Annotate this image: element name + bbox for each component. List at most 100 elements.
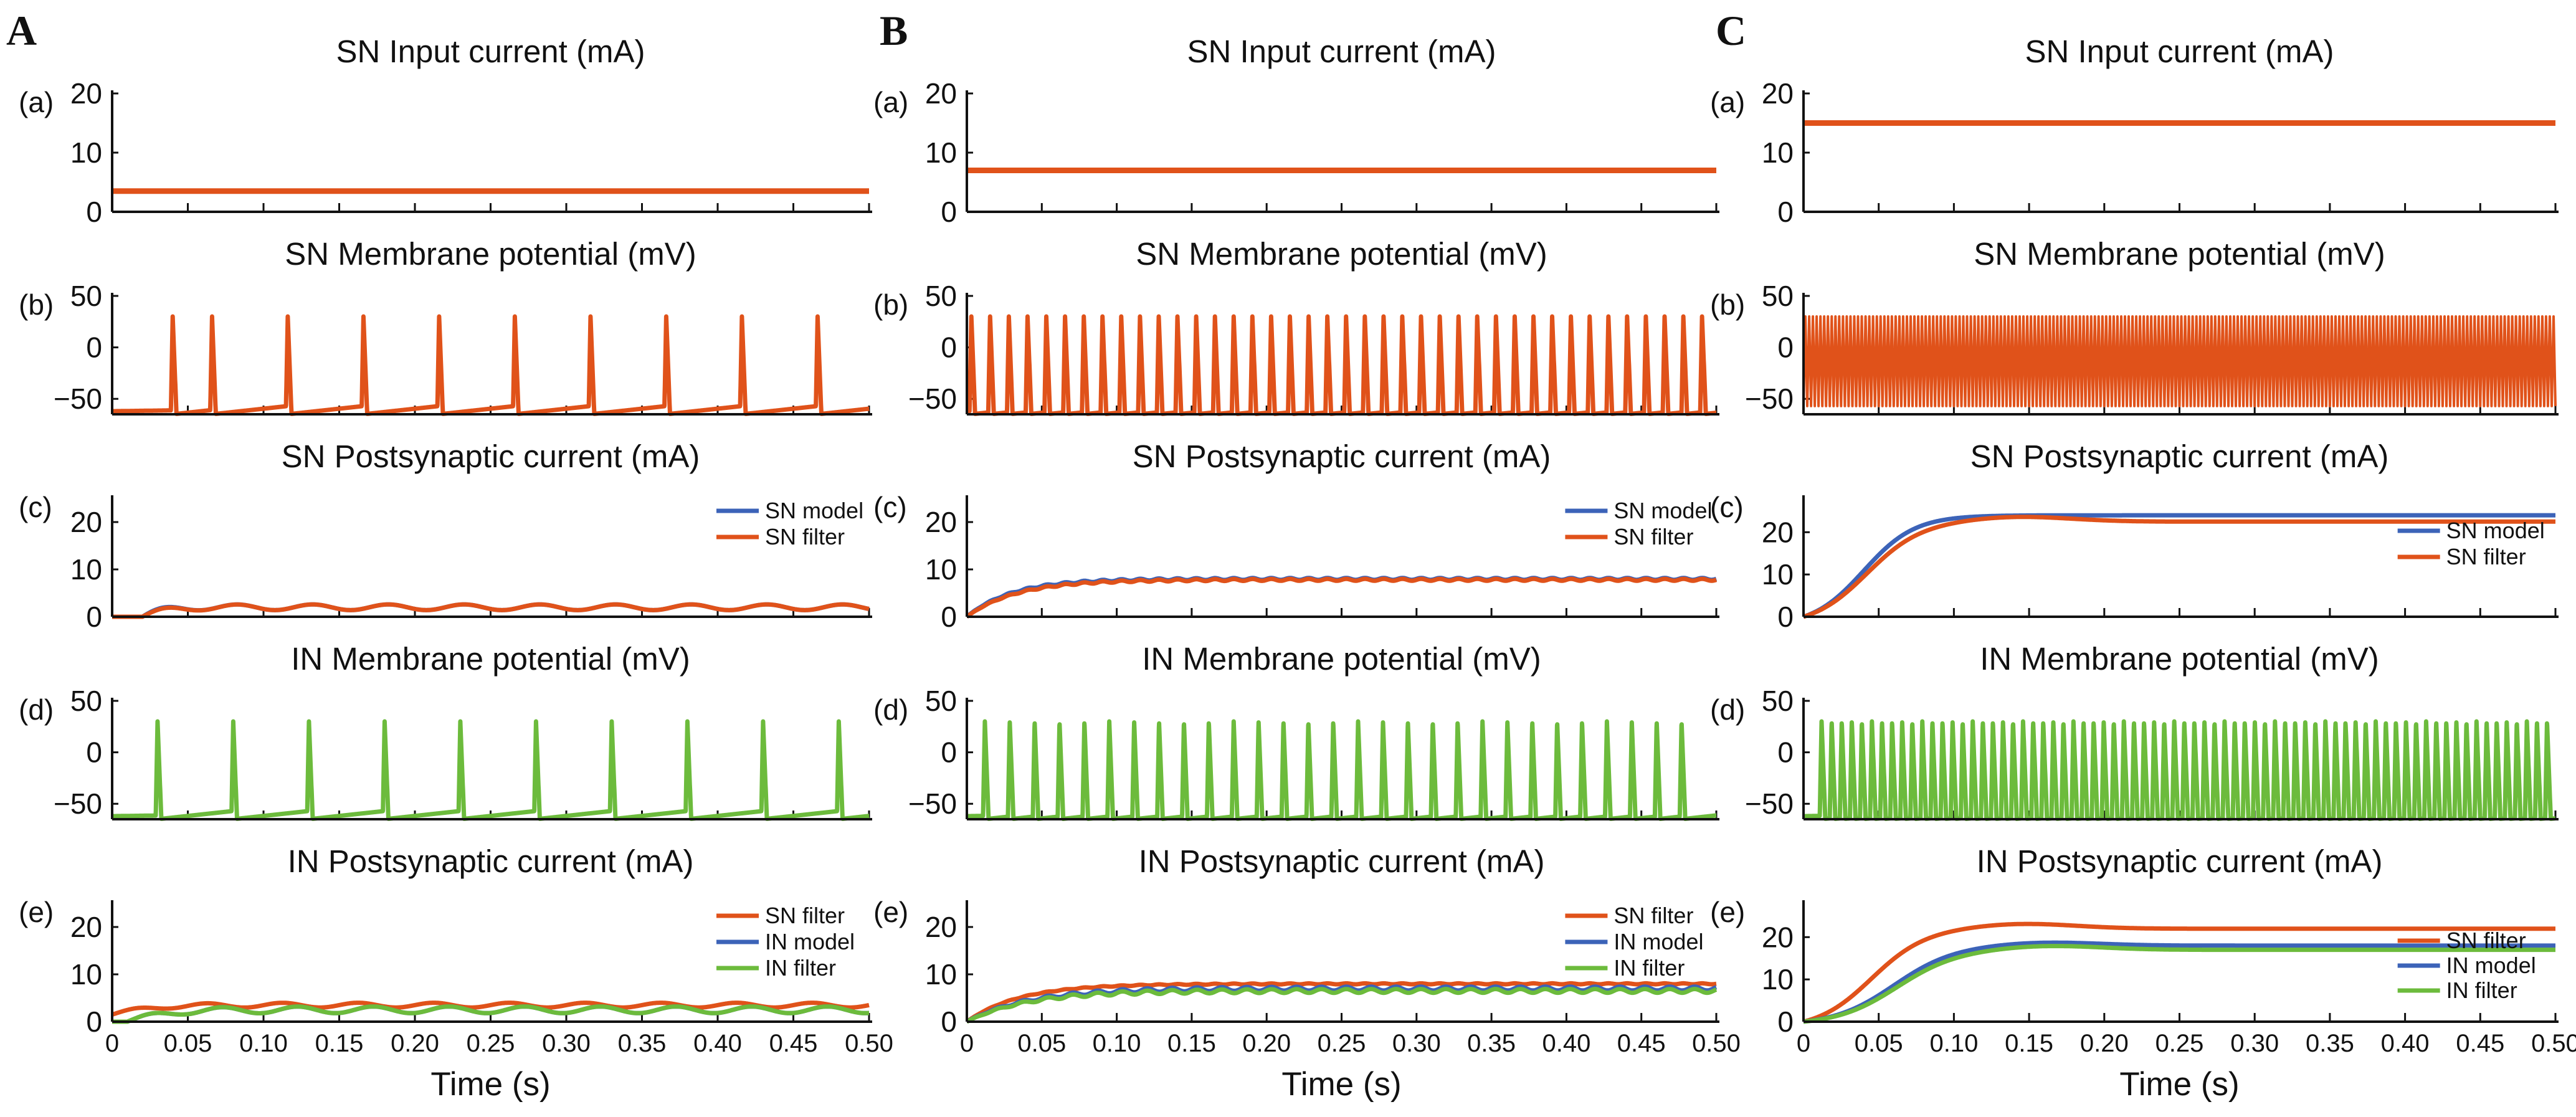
series-in-membrane bbox=[110, 719, 872, 821]
panel-label: (a) bbox=[873, 86, 908, 118]
series-in-filter bbox=[965, 987, 1718, 1024]
x-tick-label: 0.10 bbox=[239, 1030, 288, 1057]
legend-label: IN model bbox=[1614, 929, 1703, 954]
panel-label: (d) bbox=[1710, 693, 1745, 726]
y-tick-label: 0 bbox=[1777, 601, 1794, 633]
panel-B-d: IN Membrane potential (mV) (d) 50 0 −50 bbox=[873, 641, 1719, 821]
x-tick-label: 0.30 bbox=[542, 1030, 591, 1057]
x-tick-label: 0.10 bbox=[1929, 1030, 1978, 1057]
panel-A-d: IN Membrane potential (mV) (d) 50 0 −50 bbox=[19, 641, 872, 821]
x-tick-label: 0.30 bbox=[2230, 1030, 2279, 1057]
series-sn-filter bbox=[1802, 921, 2557, 1024]
panel-title: SN Input current (mA) bbox=[336, 34, 645, 69]
panel-title: IN Membrane potential (mV) bbox=[1142, 641, 1541, 677]
legend-label: IN model bbox=[765, 929, 855, 954]
legend-label: IN filter bbox=[765, 955, 836, 981]
y-tick-label: 0 bbox=[941, 736, 957, 769]
y-tick-label: 0 bbox=[86, 331, 102, 364]
y-tick-label: −50 bbox=[1745, 383, 1794, 415]
y-tick-label: 20 bbox=[925, 77, 957, 110]
series-sn-filter bbox=[965, 576, 1718, 619]
panel-C-a: SN Input current (mA) (a) 20 10 0 bbox=[1710, 34, 2559, 228]
x-tick-label: 0.15 bbox=[1167, 1030, 1216, 1057]
column-letter-A: A bbox=[6, 7, 37, 54]
x-tick-label: 0.50 bbox=[845, 1030, 893, 1057]
x-axis-title: Time (s) bbox=[430, 1066, 550, 1103]
panel-label: (c) bbox=[1710, 491, 1744, 523]
panel-title: IN Membrane potential (mV) bbox=[1980, 641, 2379, 677]
series-in-membrane bbox=[964, 719, 1719, 821]
y-tick-label: 0 bbox=[941, 601, 957, 633]
y-tick-label: 10 bbox=[925, 136, 957, 169]
x-tick-label: 0.10 bbox=[1093, 1030, 1141, 1057]
panel-title: SN Membrane potential (mV) bbox=[285, 236, 696, 272]
x-tick-label: 0.40 bbox=[1542, 1030, 1590, 1057]
y-tick-label: 10 bbox=[925, 553, 957, 586]
y-tick-label: 20 bbox=[70, 911, 102, 943]
legend-label: SN filter bbox=[765, 524, 845, 549]
x-tick-label: 0.05 bbox=[164, 1030, 212, 1057]
x-tick-label: 0.50 bbox=[2531, 1030, 2576, 1057]
series-sn-membrane bbox=[110, 314, 872, 416]
series-sn-filter bbox=[1802, 515, 2557, 619]
series-sn-membrane bbox=[1802, 315, 2557, 407]
y-tick-label: 20 bbox=[70, 506, 102, 538]
y-tick-label: 0 bbox=[86, 1005, 102, 1038]
panel-label: (e) bbox=[873, 896, 908, 928]
x-axis-title: Time (s) bbox=[2119, 1066, 2239, 1103]
series-sn-membrane bbox=[964, 314, 1719, 416]
x-tick-label: 0.20 bbox=[1242, 1030, 1291, 1057]
panel-label: (c) bbox=[19, 491, 52, 523]
y-tick-label: 20 bbox=[1762, 77, 1794, 110]
y-tick-label: 50 bbox=[925, 280, 957, 312]
series-sn-model bbox=[1802, 513, 2557, 619]
x-tick-label: 0.20 bbox=[2080, 1030, 2129, 1057]
x-tick-label: 0.35 bbox=[2306, 1030, 2354, 1057]
panel-title: SN Postsynaptic current (mA) bbox=[282, 439, 700, 474]
panel-A-e: IN Postsynaptic current (mA) (e) 20 10 0 SN f… bbox=[19, 844, 893, 1103]
panel-C-b: SN Membrane potential (mV) (b) 50 0 −50 bbox=[1710, 236, 2559, 416]
panel-title: IN Postsynaptic current (mA) bbox=[288, 844, 694, 879]
y-tick-label: 10 bbox=[1762, 558, 1794, 591]
series-sn-filter bbox=[110, 602, 871, 619]
y-tick-label: 0 bbox=[1777, 196, 1794, 228]
y-tick-label: 10 bbox=[70, 553, 102, 586]
x-tick-label: 0.25 bbox=[467, 1030, 515, 1057]
column-letter-C: C bbox=[1716, 7, 1746, 54]
x-tick-label: 0 bbox=[1797, 1030, 1810, 1057]
y-tick-label: −50 bbox=[908, 787, 957, 820]
panel-title: SN Membrane potential (mV) bbox=[1974, 236, 2385, 272]
legend-label: IN model bbox=[2446, 953, 2536, 978]
series-in-membrane bbox=[1801, 719, 2558, 821]
panel-label: (b) bbox=[1710, 288, 1745, 321]
panel-A-b: SN Membrane potential (mV) (b) 50 0 −50 bbox=[19, 236, 872, 416]
legend-label: SN filter bbox=[1614, 524, 1693, 549]
legend-label: SN filter bbox=[2446, 928, 2526, 953]
y-tick-label: −50 bbox=[908, 383, 957, 415]
legend-label: SN model bbox=[2446, 518, 2545, 543]
x-tick-label: 0.15 bbox=[2005, 1030, 2053, 1057]
panel-label: (b) bbox=[19, 288, 54, 321]
panel-A-a: SN Input current (mA) (a) 20 10 0 bbox=[19, 34, 872, 228]
x-tick-label: 0 bbox=[105, 1030, 119, 1057]
panel-B-c: SN Postsynaptic current (mA) (c) 20 10 0 SN m… bbox=[873, 439, 1719, 633]
panel-title: IN Postsynaptic current (mA) bbox=[1977, 844, 2383, 879]
y-tick-label: −50 bbox=[1745, 787, 1794, 820]
panel-label: (e) bbox=[19, 896, 54, 928]
y-tick-label: 20 bbox=[925, 911, 957, 943]
x-tick-label: 0.25 bbox=[1318, 1030, 1366, 1057]
panel-C-c: SN Postsynaptic current (mA) (c) 20 10 0 SN m… bbox=[1710, 439, 2559, 633]
panel-B-a: SN Input current (mA) (a) 20 10 0 bbox=[873, 34, 1719, 228]
panel-label: (e) bbox=[1710, 896, 1745, 928]
x-tick-label: 0.40 bbox=[693, 1030, 742, 1057]
x-tick-label: 0.30 bbox=[1392, 1030, 1441, 1057]
y-tick-label: −50 bbox=[54, 787, 102, 820]
legend-label: IN filter bbox=[1614, 955, 1685, 981]
panel-B-b: SN Membrane potential (mV) (b) 50 0 −50 bbox=[873, 236, 1719, 416]
y-tick-label: 0 bbox=[941, 1005, 957, 1038]
x-axis-title: Time (s) bbox=[1281, 1066, 1401, 1103]
y-tick-label: 20 bbox=[1762, 921, 1794, 953]
x-tick-label: 0.40 bbox=[2381, 1030, 2430, 1057]
y-tick-label: 10 bbox=[1762, 963, 1794, 996]
